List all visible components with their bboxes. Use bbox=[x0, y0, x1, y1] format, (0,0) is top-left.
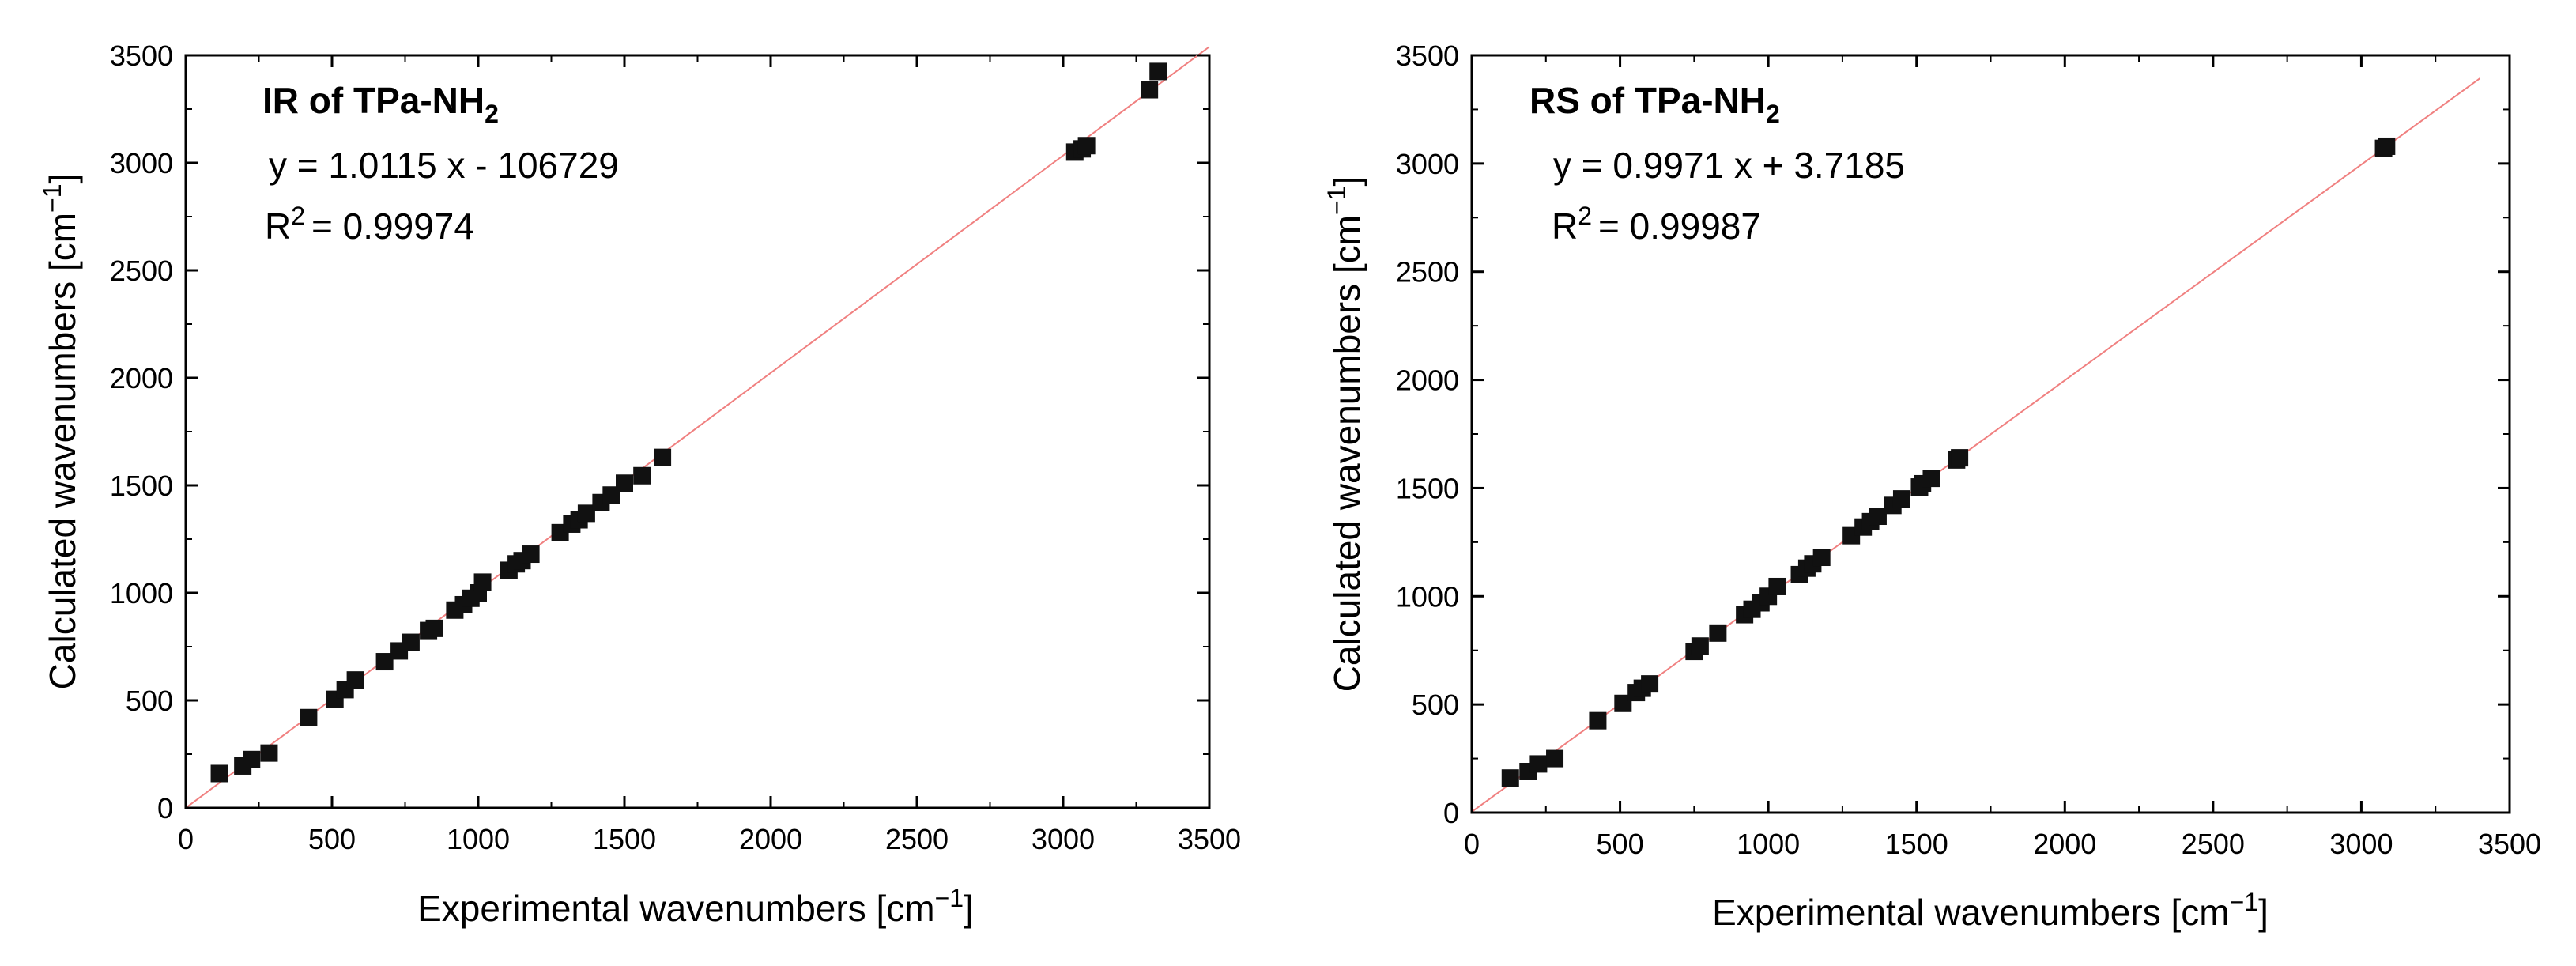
rs-data-point bbox=[1589, 711, 1607, 730]
rs-y-tick-label: 1500 bbox=[1396, 472, 1459, 504]
ir-x-tick-label: 3500 bbox=[1178, 823, 1241, 855]
rs-y-tick-label: 2500 bbox=[1396, 256, 1459, 289]
ir-y-tick-label: 500 bbox=[126, 685, 173, 717]
rs-data-point bbox=[2378, 137, 2396, 155]
rs-data-point bbox=[1709, 624, 1727, 642]
rs-data-point bbox=[1869, 508, 1887, 526]
rs-data-point bbox=[1641, 675, 1659, 693]
rs-x-tick-label: 1500 bbox=[1885, 828, 1948, 860]
ir-data-point bbox=[1077, 137, 1096, 155]
ir-data-point bbox=[473, 573, 492, 591]
ir-title-subscript: 2 bbox=[485, 100, 499, 128]
rs-y-unit-superscript: −1 bbox=[1322, 186, 1351, 214]
ir-y-tick-label: 0 bbox=[157, 792, 173, 824]
ir-data-point bbox=[654, 448, 672, 466]
ir-y-tick-label: 3500 bbox=[110, 40, 173, 72]
rs-title-subscript: 2 bbox=[1766, 100, 1780, 128]
ir-data-point bbox=[602, 486, 620, 504]
ir-r-squared: R2 = 0.99974 bbox=[265, 202, 474, 247]
ir-data-point bbox=[1141, 81, 1159, 99]
rs-x-tick-label: 0 bbox=[1464, 828, 1480, 860]
rs-x-tick-label: 2000 bbox=[2033, 828, 2096, 860]
ir-y-axis-label: Calculated wavenumbers [cm−1] bbox=[38, 174, 83, 690]
rs-x-unit-superscript: −1 bbox=[2230, 888, 2258, 916]
rs-data-point bbox=[1614, 694, 1632, 712]
rs-r-squared: R2 = 0.99987 bbox=[1552, 202, 1761, 247]
ir-axis-ticks: 0 500 1000 1500 2000 2500 3000 3500 0 500 1000 1500… bbox=[110, 40, 1241, 855]
ir-data-point bbox=[300, 708, 318, 726]
rs-fit-equation: y = 0.9971 x + 3.7185 bbox=[1553, 145, 1905, 186]
ir-data-point bbox=[210, 764, 228, 783]
rs-data-markers bbox=[1501, 137, 2396, 787]
ir-y-tick-label: 1000 bbox=[110, 577, 173, 609]
ir-x-tick-label: 500 bbox=[308, 823, 356, 855]
rs-r2-superscript: 2 bbox=[1578, 202, 1592, 230]
ir-x-tick-label: 3000 bbox=[1032, 823, 1095, 855]
rs-data-point bbox=[1892, 490, 1910, 508]
ir-x-tick-label: 0 bbox=[178, 823, 194, 855]
rs-y-axis-label: Calculated wavenumbers [cm−1] bbox=[1322, 176, 1367, 692]
ir-fit-equation: y = 1.0115 x - 106729 bbox=[269, 145, 619, 186]
ir-y-unit-superscript: −1 bbox=[38, 183, 66, 212]
ir-data-markers bbox=[210, 62, 1167, 783]
ir-y-tick-label: 2000 bbox=[110, 362, 173, 394]
rs-y-tick-label: 3500 bbox=[1396, 40, 1459, 72]
rs-data-point bbox=[1768, 577, 1786, 595]
ir-x-tick-label: 1500 bbox=[593, 823, 656, 855]
ir-data-point bbox=[346, 671, 364, 689]
rs-y-tick-label: 500 bbox=[1412, 689, 1459, 721]
rs-data-point bbox=[1691, 637, 1709, 655]
ir-data-point bbox=[577, 504, 595, 523]
rs-y-tick-label: 0 bbox=[1443, 797, 1459, 829]
ir-data-point bbox=[402, 633, 420, 651]
rs-x-axis-label: Experimental wavenumbers [cm−1] bbox=[1712, 888, 2269, 933]
ir-data-point bbox=[633, 466, 651, 485]
rs-chart: 0 500 1000 1500 2000 2500 3000 3500 0 500 1000 1500… bbox=[1322, 40, 2541, 933]
rs-x-tick-label: 1000 bbox=[1737, 828, 1800, 860]
rs-y-tick-label: 1000 bbox=[1396, 580, 1459, 613]
ir-data-point bbox=[260, 744, 278, 762]
ir-data-point bbox=[616, 474, 633, 492]
ir-x-axis-label: Experimental wavenumbers [cm−1] bbox=[417, 884, 974, 929]
ir-y-tick-label: 1500 bbox=[110, 470, 173, 502]
rs-y-tick-label: 3000 bbox=[1396, 148, 1459, 180]
ir-data-point bbox=[522, 545, 540, 564]
rs-data-point bbox=[1812, 549, 1831, 567]
ir-x-unit-superscript: −1 bbox=[935, 884, 964, 912]
rs-data-point bbox=[1951, 449, 1969, 467]
rs-panel-title: RS of TPa-NH2 bbox=[1529, 80, 1780, 128]
ir-data-point bbox=[375, 653, 394, 671]
rs-data-point bbox=[1501, 769, 1519, 787]
ir-y-tick-label: 2500 bbox=[110, 255, 173, 287]
rs-data-point bbox=[1546, 749, 1564, 768]
rs-x-tick-label: 2500 bbox=[2182, 828, 2245, 860]
ir-panel-title: IR of TPa-NH2 bbox=[262, 80, 499, 128]
rs-x-tick-label: 3000 bbox=[2329, 828, 2393, 860]
ir-data-point bbox=[1149, 62, 1167, 81]
ir-r2-superscript: 2 bbox=[291, 202, 305, 230]
rs-axis-ticks: 0 500 1000 1500 2000 2500 3000 3500 0 500 1000 1500… bbox=[1396, 40, 2541, 860]
ir-chart: 0 500 1000 1500 2000 2500 3000 3500 0 500 1000 1500… bbox=[38, 40, 1241, 929]
rs-data-point bbox=[1922, 470, 1940, 488]
rs-y-tick-label: 2000 bbox=[1396, 364, 1459, 397]
ir-data-point bbox=[425, 619, 443, 637]
ir-x-tick-label: 2000 bbox=[739, 823, 802, 855]
ir-data-point bbox=[243, 750, 261, 768]
rs-x-tick-label: 3500 bbox=[2478, 828, 2541, 860]
rs-x-tick-label: 500 bbox=[1597, 828, 1644, 860]
ir-y-tick-label: 3000 bbox=[110, 147, 173, 179]
ir-x-tick-label: 1000 bbox=[447, 823, 510, 855]
rs-data-point bbox=[1529, 755, 1548, 773]
ir-x-tick-label: 2500 bbox=[885, 823, 949, 855]
